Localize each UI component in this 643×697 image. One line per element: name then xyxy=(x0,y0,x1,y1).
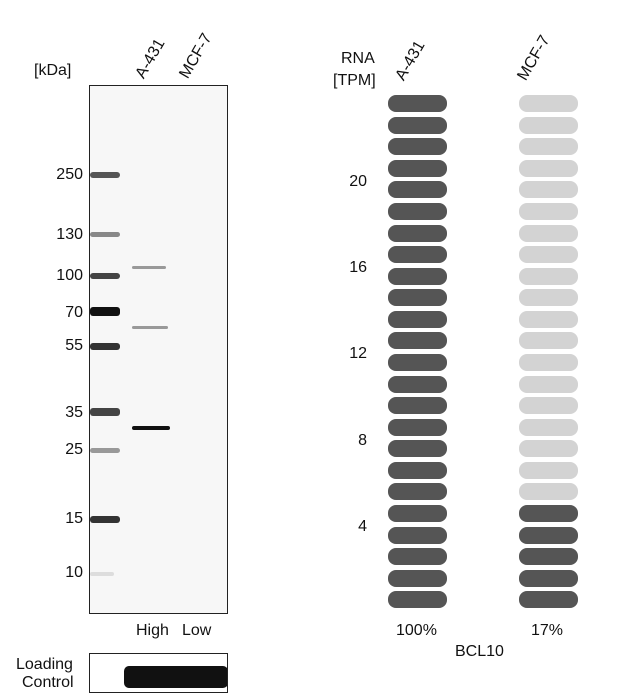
rna-segment xyxy=(388,375,447,393)
rna-segment xyxy=(519,310,578,328)
ladder-band-35 xyxy=(90,408,120,416)
rna-segment xyxy=(519,246,578,264)
rna-segment xyxy=(519,138,578,156)
sample-band-a431-30kda xyxy=(132,426,170,430)
rna-ytick-8: 8 xyxy=(358,432,367,449)
rna-segment xyxy=(388,440,447,458)
rna-segment xyxy=(388,310,447,328)
rna-value-mcf7: 17% xyxy=(531,622,564,639)
lane-label-a431: A-431 xyxy=(132,36,169,82)
rna-ytick-12: 12 xyxy=(349,345,367,362)
ladder-band-70 xyxy=(90,307,120,316)
rna-segment xyxy=(519,375,578,393)
rna-segment xyxy=(388,159,447,177)
loading-control-label-line1: Loading xyxy=(16,656,73,673)
lane-level-high: High xyxy=(136,622,169,639)
rna-segment xyxy=(519,418,578,436)
rna-segment xyxy=(519,224,578,242)
rna-segment xyxy=(519,181,578,199)
lane-label-mcf7: MCF-7 xyxy=(176,30,216,82)
western-blot-image xyxy=(89,85,228,614)
ladder-band-55 xyxy=(90,343,120,350)
rna-segment xyxy=(519,95,578,112)
rna-segment xyxy=(388,483,447,501)
rna-segment xyxy=(388,397,447,415)
rna-segment xyxy=(388,224,447,242)
rna-segment xyxy=(519,159,578,177)
rna-segment xyxy=(388,95,447,112)
ladder-band-250 xyxy=(90,172,120,178)
rna-segment xyxy=(388,138,447,156)
sample-band-a431-110kda xyxy=(132,266,166,269)
rna-segment xyxy=(519,569,578,587)
rna-segment xyxy=(388,418,447,436)
rna-segment xyxy=(388,202,447,220)
rna-segment xyxy=(388,332,447,350)
rna-segment xyxy=(519,116,578,134)
ladder-band-10 xyxy=(90,572,114,576)
rna-segment xyxy=(388,246,447,264)
rna-segment xyxy=(519,354,578,371)
rna-segment xyxy=(388,354,447,371)
rna-segment xyxy=(388,116,447,134)
rna-segment xyxy=(519,289,578,307)
marker-55: 55 xyxy=(65,337,83,354)
rna-segment xyxy=(519,526,578,544)
rna-segment xyxy=(388,548,447,566)
rna-ytick-16: 16 xyxy=(349,259,367,276)
marker-15: 15 xyxy=(65,510,83,527)
rna-value-a431: 100% xyxy=(396,622,437,639)
rna-ytick-20: 20 xyxy=(349,173,367,190)
rna-segment xyxy=(388,267,447,285)
rna-segment xyxy=(388,181,447,199)
sample-band-a431-60kda xyxy=(132,326,168,329)
rna-column-mcf7 xyxy=(519,0,578,697)
rna-segment xyxy=(519,202,578,220)
rna-segment xyxy=(388,461,447,479)
marker-100: 100 xyxy=(56,267,83,284)
ladder-band-100 xyxy=(90,273,120,279)
rna-segment xyxy=(388,591,447,609)
rna-segment xyxy=(519,332,578,350)
rna-segment xyxy=(519,267,578,285)
loading-control-band xyxy=(124,666,227,688)
lane-level-low: Low xyxy=(182,622,212,639)
rna-segment xyxy=(388,505,447,522)
rna-segment xyxy=(519,483,578,501)
rna-segment xyxy=(388,289,447,307)
loading-control-label-line2: Control xyxy=(22,674,74,691)
rna-segment xyxy=(388,526,447,544)
marker-25: 25 xyxy=(65,441,83,458)
rna-segment xyxy=(519,397,578,415)
rna-segment xyxy=(388,569,447,587)
rna-segment xyxy=(519,548,578,566)
kda-label: [kDa] xyxy=(34,62,72,79)
ladder-band-15 xyxy=(90,516,120,523)
gene-name: BCL10 xyxy=(455,643,504,660)
marker-10: 10 xyxy=(65,564,83,581)
marker-250: 250 xyxy=(56,166,83,183)
loading-control-blot xyxy=(89,653,228,693)
rna-title-line2: [TPM] xyxy=(333,72,376,89)
marker-130: 130 xyxy=(56,226,83,243)
marker-35: 35 xyxy=(65,404,83,421)
rna-segment xyxy=(519,440,578,458)
rna-segment xyxy=(519,505,578,522)
rna-segment xyxy=(519,461,578,479)
rna-title-line1: RNA xyxy=(341,50,375,67)
marker-70: 70 xyxy=(65,304,83,321)
rna-column-a431 xyxy=(388,0,447,697)
rna-segment xyxy=(519,591,578,609)
ladder-band-130 xyxy=(90,232,120,237)
rna-ytick-4: 4 xyxy=(358,518,367,535)
ladder-band-25 xyxy=(90,448,120,453)
